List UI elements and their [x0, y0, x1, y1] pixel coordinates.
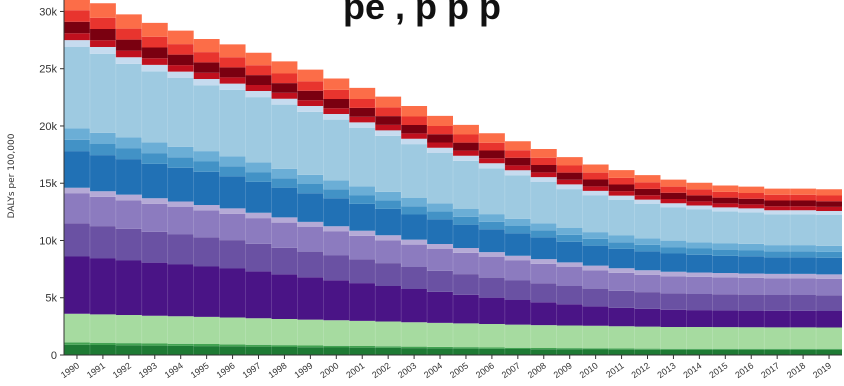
x-tick-label: 1997	[241, 360, 263, 380]
x-tick-label: 2006	[474, 360, 496, 380]
y-tick-label: 20k	[39, 121, 57, 133]
y-tick-label: 15k	[39, 178, 57, 190]
x-tick-label: 1995	[189, 360, 211, 380]
page-title: pe , p p p	[343, 0, 501, 27]
y-tick-label: 0	[51, 350, 57, 362]
x-tick-label: 2008	[526, 360, 548, 380]
area-series-7	[64, 151, 842, 275]
area-series-0	[64, 344, 842, 355]
x-tick-label: 2017	[759, 360, 781, 380]
area-series-4	[64, 223, 842, 312]
y-tick-label: 10k	[39, 235, 57, 247]
x-tick-label: 2002	[370, 360, 392, 380]
x-tick-label: 2007	[500, 360, 522, 380]
x-tick-label: 2001	[344, 360, 366, 380]
x-tick-label: 1992	[111, 360, 133, 380]
y-tick-label: 5k	[45, 293, 57, 305]
x-tick-label: 1990	[59, 360, 81, 380]
x-tick-label: 2015	[707, 360, 729, 380]
x-tick-label: 2016	[733, 360, 755, 380]
area-series-15	[64, 0, 842, 196]
x-tick-label: 2014	[681, 360, 703, 380]
x-tick-label: 2011	[604, 360, 626, 379]
x-tick-label: 2004	[422, 360, 444, 380]
y-axis-label: DALYs per 100,000	[7, 133, 17, 218]
area-series-5	[64, 193, 842, 296]
chart-areas	[64, 0, 842, 355]
y-tick-label: 30k	[39, 6, 57, 18]
x-tick-label: 1991	[85, 360, 107, 380]
x-tick-label: 2013	[655, 360, 677, 380]
x-tick-label: 2012	[630, 360, 652, 380]
x-tick-label: 2000	[318, 360, 340, 380]
x-tick-label: 1998	[266, 360, 288, 380]
y-tick-label: 25k	[39, 64, 57, 76]
x-tick-label: 1996	[215, 360, 237, 380]
x-tick-label: 1994	[163, 360, 185, 380]
x-tick-label: 2003	[396, 360, 418, 380]
x-tick-label: 2010	[578, 360, 600, 380]
x-tick-label: 2005	[448, 360, 470, 380]
area-series-2	[64, 313, 842, 349]
x-tick-label: 2019	[811, 360, 833, 380]
x-tick-label: 2009	[552, 360, 574, 380]
x-tick-label: 2018	[785, 360, 807, 380]
x-tick-label: 1999	[292, 360, 314, 380]
x-tick-label: 1993	[137, 360, 159, 380]
